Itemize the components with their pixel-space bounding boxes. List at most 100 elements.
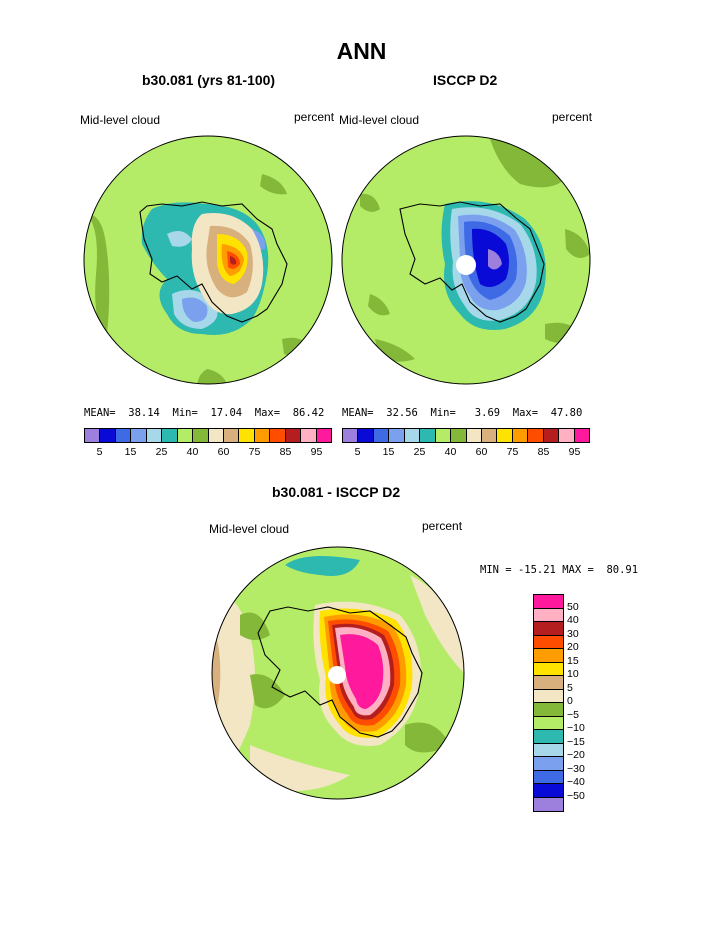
colorbar-swatch (534, 662, 563, 676)
colorbar-swatch (208, 429, 224, 442)
map-region (230, 256, 237, 265)
colorbar-swatch (534, 730, 563, 744)
panel3-stats: MIN = -15.21 MAX = 80.91 (480, 564, 638, 576)
colorbar-level-label: −20 (567, 749, 585, 761)
colorbar-level-label: −30 (567, 762, 585, 775)
colorbar-swatch (534, 608, 563, 622)
colorbar-swatch (534, 703, 563, 717)
map-frame (83, 135, 333, 385)
colorbar-swatch (420, 429, 436, 442)
panel2-colorbar (342, 428, 590, 443)
min-label: MIN = (480, 564, 512, 576)
max-label: Max= (254, 407, 281, 419)
panel1-title: b30.081 (yrs 81-100) (142, 72, 276, 88)
colorbar-tick-label: 15 (382, 446, 395, 458)
colorbar-swatch (270, 429, 286, 442)
colorbar-level-label: −50 (567, 789, 585, 802)
map-region (250, 674, 285, 709)
panel2-polar-map (341, 135, 591, 385)
colorbar-swatch (177, 429, 194, 442)
colorbar-swatch (534, 743, 563, 757)
colorbar-level-label: 0 (567, 695, 573, 707)
panel1-variable-label: Mid-level cloud (80, 113, 161, 127)
colorbar-swatch (358, 429, 374, 442)
colorbar-tick-label: 75 (506, 446, 519, 458)
colorbar-level-label: 20 (567, 641, 579, 653)
colorbar-tick-label: 95 (568, 446, 581, 458)
colorbar-swatch (534, 595, 563, 609)
colorbar-tick-label: 40 (186, 446, 199, 458)
max-label: Max= (512, 407, 539, 419)
colorbar-swatch (239, 429, 255, 442)
colorbar-tick-label: 85 (537, 446, 550, 458)
panel1-polar-map (83, 135, 333, 385)
colorbar-swatch (389, 429, 405, 442)
colorbar-tick-label: 40 (444, 446, 457, 458)
coastline (399, 201, 545, 323)
colorbar-swatch (162, 429, 178, 442)
map-region (405, 722, 450, 753)
colorbar-level-label: −15 (567, 735, 585, 748)
coastline (139, 201, 288, 323)
colorbar-swatch (373, 429, 390, 442)
colorbar-swatch (574, 429, 589, 442)
colorbar-swatch (543, 429, 560, 442)
colorbar-swatch (343, 429, 359, 442)
panel2-title: ISCCP D2 (433, 72, 498, 88)
min-value: -15.21 (517, 564, 556, 576)
map-region (340, 634, 384, 709)
panel1-units-label: percent (294, 110, 335, 124)
colorbar-level-label: 40 (567, 614, 579, 626)
colorbar-tick-label: 85 (279, 446, 292, 458)
colorbar-level-label: −10 (567, 722, 585, 734)
map-region (250, 745, 350, 792)
panel3-colorbar-labels: 50 40 30 20 15 10 5 0 −5 −10 −15 −20 −30 −40 −50 (567, 594, 627, 814)
colorbar-swatch (497, 429, 513, 442)
min-label: Min= (172, 407, 198, 419)
max-label: MAX = (562, 564, 594, 576)
colorbar-level-label: −40 (567, 776, 585, 788)
colorbar-level-label: 30 (567, 627, 579, 640)
colorbar-swatch (301, 429, 317, 442)
colorbar-swatch (466, 429, 482, 442)
colorbar-swatch (316, 429, 331, 442)
colorbar-tick-label: 5 (354, 446, 361, 458)
colorbar-swatch (435, 429, 452, 442)
map-region (167, 230, 192, 247)
panel3-title: b30.081 - ISCCP D2 (272, 484, 401, 500)
missing-data-hole (328, 666, 346, 684)
map-region (410, 575, 464, 675)
colorbar-swatch (534, 784, 563, 798)
mean-value: 38.14 (128, 407, 160, 419)
min-value: 17.04 (210, 407, 243, 419)
colorbar-tick-label: 25 (155, 446, 168, 458)
colorbar-swatch (481, 429, 498, 442)
max-value: 47.80 (550, 407, 583, 419)
map-frame (211, 546, 465, 800)
panel3-colorbar (533, 594, 564, 812)
colorbar-swatch (534, 770, 563, 784)
colorbar-swatch (451, 429, 467, 442)
colorbar-swatch (146, 429, 163, 442)
colorbar-swatch (534, 757, 563, 771)
map-region (260, 174, 287, 195)
colorbar-swatch (534, 797, 563, 811)
min-value: 3.69 (474, 407, 501, 419)
colorbar-swatch (193, 429, 209, 442)
panel3-polar-map (211, 546, 465, 800)
map-region (545, 322, 580, 343)
figure-title: ANN (336, 38, 387, 64)
map-region (368, 294, 390, 316)
colorbar-swatch (534, 716, 563, 730)
max-value: 86.42 (292, 407, 325, 419)
map-region (197, 369, 227, 384)
panel2-units-label: percent (552, 110, 593, 124)
colorbar-level-label: 5 (567, 681, 573, 694)
mean-value: 32.56 (386, 407, 418, 419)
map-region (240, 612, 270, 640)
panel2-colorbar-labels: 5 15 25 40 60 75 85 95 (342, 446, 590, 460)
colorbar-level-label: 10 (567, 668, 579, 680)
map-region (488, 249, 502, 270)
colorbar-swatch (559, 429, 575, 442)
map-region (285, 556, 360, 576)
